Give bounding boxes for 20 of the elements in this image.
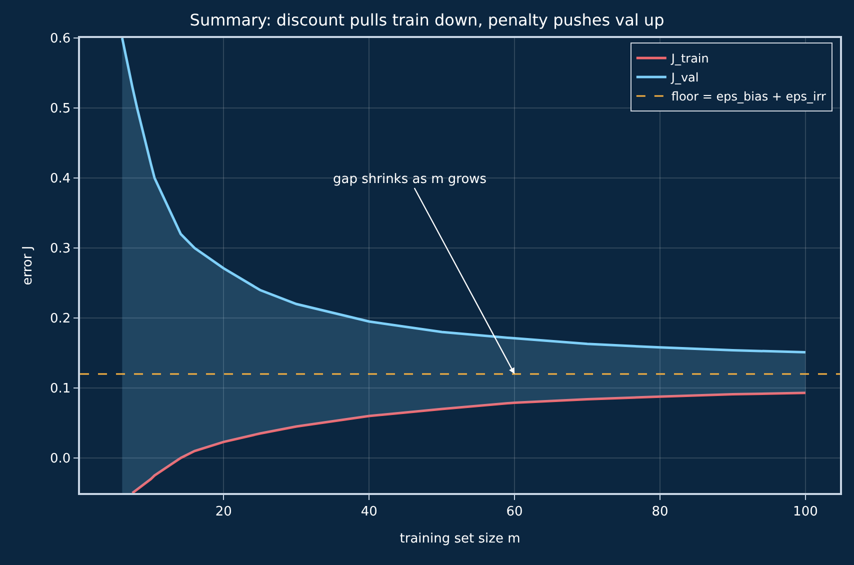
y-tick-label: 0.1 xyxy=(50,382,71,397)
annotation: gap shrinks as m grows xyxy=(333,172,487,187)
legend-label: floor = eps_bias + eps_irr xyxy=(671,90,826,104)
legend-label: J_val xyxy=(670,70,699,85)
x-tick-label: 80 xyxy=(652,504,668,520)
y-tick-label: 0.0 xyxy=(50,452,71,467)
x-tick-label: 40 xyxy=(360,504,378,520)
x-axis-title: training set size m xyxy=(400,531,520,546)
line-series xyxy=(131,392,807,493)
legend-label: J_train xyxy=(670,52,709,66)
y-tick-label: 0.3 xyxy=(50,242,71,257)
x-tick-label: 60 xyxy=(506,504,523,520)
y-tick-label: 0.2 xyxy=(50,312,71,327)
y-tick-label: 0.6 xyxy=(50,32,71,47)
x-tick-label: 100 xyxy=(793,504,818,520)
y-tick-label: 0.5 xyxy=(50,102,71,117)
x-tick-label: 20 xyxy=(215,504,232,520)
chart-title: Summary: discount pulls train down, penalty pushes val up xyxy=(190,10,664,30)
y-axis-title: error J xyxy=(20,246,36,286)
y-tick-label: 0.4 xyxy=(50,172,71,187)
